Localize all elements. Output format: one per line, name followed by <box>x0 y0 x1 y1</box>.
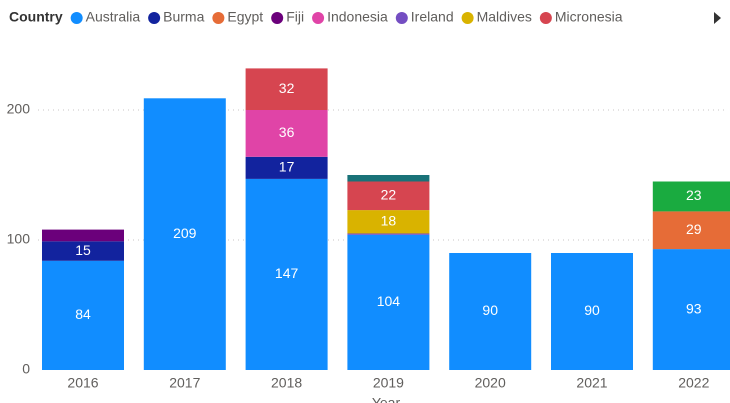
legend-label: Maldives <box>477 9 532 25</box>
data-label: 93 <box>686 300 702 316</box>
legend-scroll-arrow[interactable] <box>714 12 721 24</box>
legend-marker <box>395 12 408 24</box>
data-label: 90 <box>584 302 600 318</box>
legend-marker <box>461 12 474 24</box>
legend-label: Ireland <box>411 9 454 25</box>
bar-segment <box>42 241 124 261</box>
data-label: 15 <box>75 242 91 258</box>
legend-label: Egypt <box>227 9 263 25</box>
bar-segment <box>347 175 430 182</box>
legend-marker <box>212 12 225 24</box>
bar-segment <box>143 98 226 371</box>
bar-segment <box>347 210 430 234</box>
legend-marker <box>312 12 325 24</box>
bar-segment <box>245 68 328 110</box>
data-label: 104 <box>377 293 401 309</box>
x-tick-label: 2022 <box>678 375 709 391</box>
bar-segment <box>245 156 328 179</box>
y-tick-label: 200 <box>7 101 31 117</box>
x-tick-label: 2017 <box>169 375 200 391</box>
x-tick-label: 2019 <box>373 375 404 391</box>
legend-label: Australia <box>86 9 141 25</box>
x-tick-label: 2018 <box>271 375 302 391</box>
legend-marker <box>70 12 83 24</box>
y-tick-label: 0 <box>22 361 30 377</box>
legend-label: Micronesia <box>555 9 623 25</box>
bar-segment <box>245 110 328 157</box>
legend-label: Indonesia <box>327 9 388 25</box>
bar-segment <box>347 234 430 370</box>
data-label: 84 <box>75 306 91 322</box>
bar-segment <box>347 181 430 211</box>
legend-marker <box>148 12 161 24</box>
data-label: 29 <box>686 221 702 237</box>
data-label: 90 <box>482 302 498 318</box>
data-label: 32 <box>279 80 295 96</box>
bar-segment <box>652 211 730 250</box>
bar-segment <box>652 181 730 212</box>
legend-title: Country <box>9 9 63 25</box>
bar-segment <box>652 249 730 370</box>
x-tick-label: 2020 <box>475 375 506 391</box>
bar-segment <box>42 229 124 242</box>
bar-segment <box>245 178 328 370</box>
y-tick-label: 100 <box>7 231 31 247</box>
data-label: 18 <box>381 213 397 229</box>
legend-marker <box>539 12 552 24</box>
data-label: 36 <box>279 124 295 140</box>
data-label: 209 <box>173 225 197 241</box>
x-tick-label: 2021 <box>576 375 607 391</box>
data-label: 23 <box>686 187 702 203</box>
bar-segment <box>449 253 532 370</box>
x-axis-title: Year <box>372 395 401 403</box>
legend-label: Fiji <box>286 9 304 25</box>
x-tick-label: 2016 <box>67 375 98 391</box>
data-label: 17 <box>279 159 295 175</box>
bar-segment <box>347 233 430 235</box>
bar-segment <box>42 260 124 370</box>
legend-label: Burma <box>163 9 204 25</box>
bar-segment <box>551 253 633 370</box>
data-label: 147 <box>275 265 299 281</box>
data-label: 22 <box>381 187 397 203</box>
legend-marker <box>271 12 284 24</box>
